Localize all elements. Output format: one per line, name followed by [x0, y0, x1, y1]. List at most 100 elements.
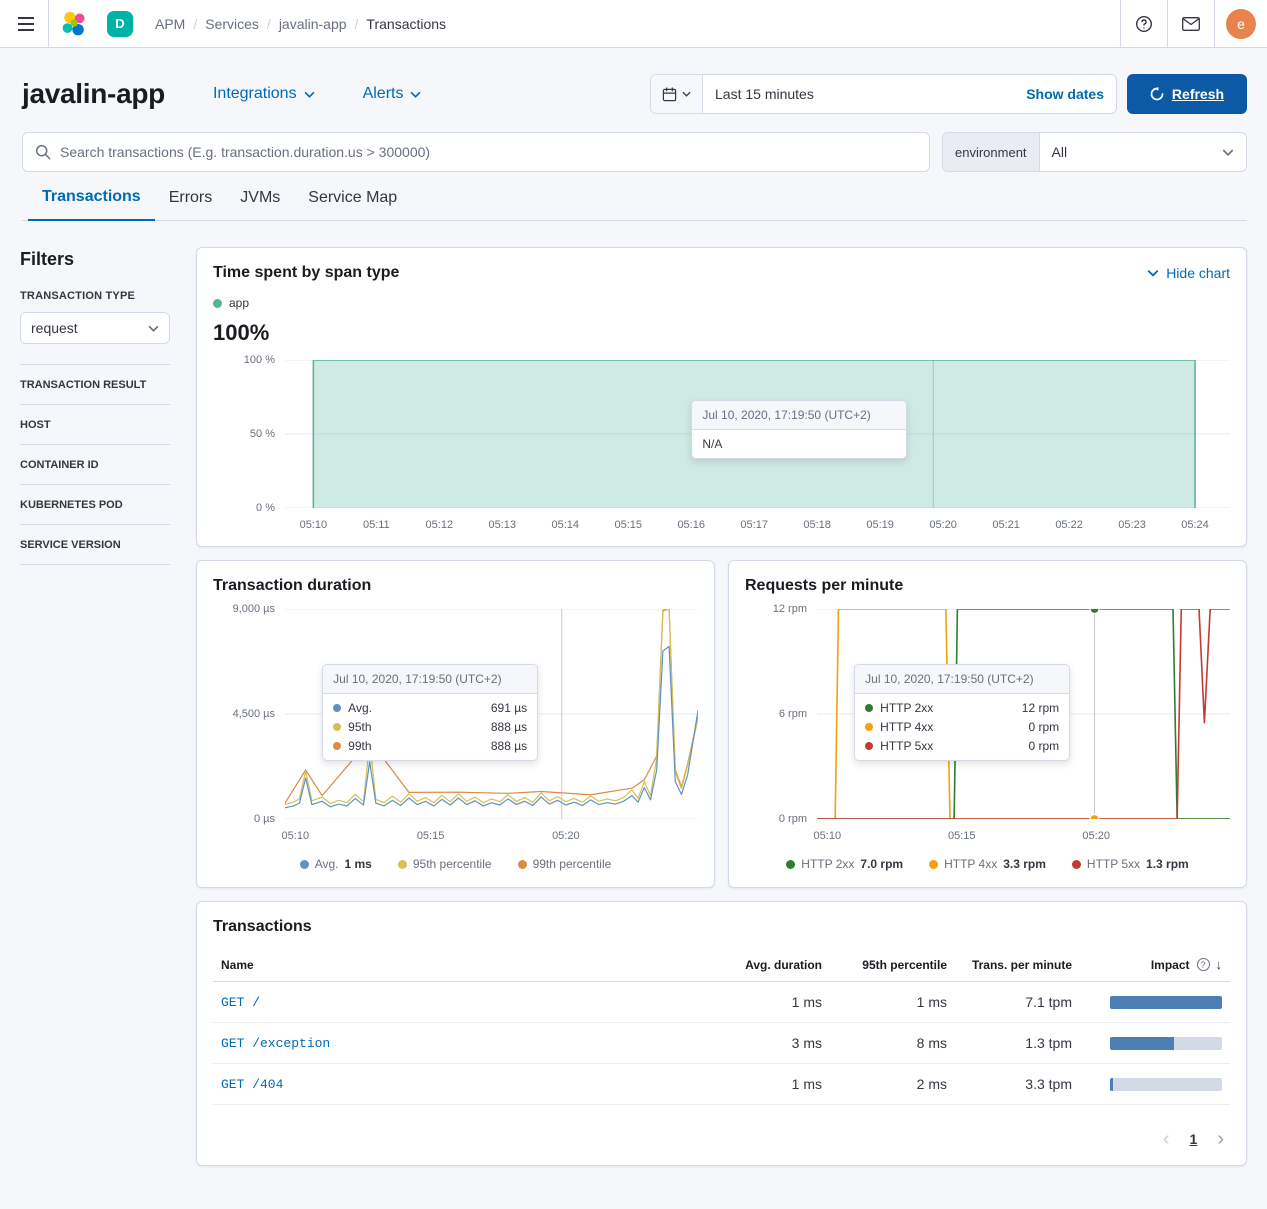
legend-dot	[213, 298, 222, 308]
legend-label: 99th percentile	[532, 857, 612, 871]
x-tick: 05:21	[992, 519, 1020, 531]
x-tick: 05:13	[488, 519, 517, 531]
tab-jvms[interactable]: JVMs	[226, 188, 294, 221]
legend-item[interactable]: HTTP 5xx 1.3 rpm	[1071, 857, 1189, 871]
duration-chart: 9,000 µs 4,500 µs 0 µs Jul 10, 2020, 17:19…	[213, 603, 698, 842]
breadcrumb-item[interactable]: APM	[155, 15, 186, 32]
chart-plot[interactable]: Jul 10, 2020, 17:19:50 (UTC+2) Avg. 691 µs…	[285, 609, 698, 819]
environment-label: environment	[943, 133, 1040, 171]
chart-plot[interactable]: Jul 10, 2020, 17:19:50 (UTC+2) HTTP 2xx 12…	[817, 609, 1230, 819]
table-header: Name Avg. duration 95th percentile Trans…	[213, 948, 1230, 982]
legend-item[interactable]: 99th percentile	[517, 857, 612, 871]
legend-item[interactable]: HTTP 4xx 3.3 rpm	[929, 857, 1046, 871]
legend-label: HTTP 4xx	[944, 857, 998, 871]
hide-chart-label: Hide chart	[1166, 265, 1230, 281]
x-tick: 05:10	[813, 830, 842, 842]
breadcrumb-item[interactable]: javalin-app	[278, 15, 347, 32]
x-tick: 05:22	[1055, 519, 1083, 531]
cell-avg: 1 ms	[791, 1076, 822, 1092]
tooltip-row: N/A	[702, 436, 723, 451]
y-tick: 6 rpm	[778, 708, 807, 720]
x-tick: 05:23	[1118, 519, 1146, 531]
user-avatar[interactable]: e	[1226, 8, 1256, 39]
tab-transactions[interactable]: Transactions	[28, 188, 155, 221]
environment-value: All	[1051, 144, 1068, 160]
legend-label: HTTP 2xx	[801, 857, 855, 871]
breadcrumb-item[interactable]: Services	[205, 15, 259, 32]
col-header-95th[interactable]: 95th percentile	[862, 957, 947, 972]
help-icon[interactable]	[1121, 0, 1167, 48]
elastic-logo[interactable]	[49, 11, 99, 37]
span-percent-value: 100%	[213, 320, 270, 345]
alerts-menu[interactable]: Alerts	[363, 85, 422, 103]
divider	[1214, 0, 1215, 48]
x-tick: 05:18	[803, 519, 831, 531]
environment-select[interactable]: environment All	[942, 132, 1247, 172]
transactions-table: Name Avg. duration 95th percentile Trans…	[213, 948, 1230, 1105]
hamburger-icon	[18, 16, 34, 31]
search-box	[22, 132, 930, 172]
transaction-link[interactable]: GET /404	[221, 1076, 284, 1092]
impact-cell	[1072, 1077, 1222, 1091]
newsfeed-icon[interactable]	[1168, 0, 1214, 48]
filter-section-transaction-result[interactable]: TRANSACTION RESULT	[20, 364, 170, 404]
transaction-link[interactable]: GET /exception	[221, 1035, 331, 1051]
transaction-link[interactable]: GET /	[221, 994, 261, 1010]
legend-item[interactable]: HTTP 2xx 7.0 rpm	[786, 857, 903, 871]
col-header-tpm[interactable]: Trans. per minute	[971, 957, 1072, 972]
envelope-icon	[1182, 16, 1200, 31]
impact-cell	[1072, 1036, 1222, 1050]
tooltip-row: HTTP 2xx 12 rpm	[865, 701, 1059, 715]
filter-section-kubernetes-pod[interactable]: KUBERNETES POD	[20, 484, 170, 524]
x-tick: 05:20	[1082, 830, 1110, 842]
integrations-label: Integrations	[212, 85, 297, 102]
chevron-down-icon	[148, 325, 159, 332]
transaction-type-select[interactable]: request	[20, 312, 170, 344]
legend-label: app	[229, 296, 250, 310]
page-number[interactable]: 1	[1189, 1131, 1198, 1147]
time-range-value[interactable]: Last 15 minutes	[703, 86, 1026, 102]
elastic-logo-icon	[62, 11, 85, 35]
x-tick: 05:20	[552, 830, 580, 842]
prev-page-button[interactable]: ‹	[1162, 1128, 1170, 1150]
show-dates-link[interactable]: Show dates	[1026, 86, 1104, 102]
chart-tooltip: Jul 10, 2020, 17:19:50 (UTC+2) Avg. 691 µs…	[322, 663, 539, 761]
integrations-menu[interactable]: Integrations	[213, 85, 315, 103]
tooltip-title: Jul 10, 2020, 17:19:50 (UTC+2)	[323, 664, 538, 694]
filter-section-container-id[interactable]: CONTAINER ID	[20, 444, 170, 484]
col-header-name[interactable]: Name	[221, 957, 254, 972]
divider	[1167, 0, 1168, 48]
menu-icon[interactable]	[4, 0, 48, 48]
x-axis: 05:10 05:11 05:12 05:13 05:14 05:15 05:16 05:17…	[285, 514, 1230, 531]
impact-bar	[1110, 1036, 1222, 1050]
alerts-label: Alerts	[362, 85, 404, 102]
legend-item[interactable]: app	[213, 296, 249, 310]
tab-service-map[interactable]: Service Map	[294, 188, 411, 221]
y-axis: 12 rpm 6 rpm 0 rpm	[745, 603, 807, 825]
col-header-avg-duration[interactable]: Avg. duration	[745, 957, 822, 972]
impact-bar	[1110, 995, 1222, 1009]
table-row: GET /404 1 ms 2 ms 3.3 tpm	[213, 1064, 1230, 1105]
col-header-impact[interactable]: Impact ? ↓	[1072, 957, 1222, 972]
quick-select-button[interactable]	[651, 75, 703, 113]
legend-item[interactable]: Avg. 1 ms	[299, 857, 372, 871]
panel-title: Transaction duration	[213, 577, 372, 594]
search-row: environment All	[0, 132, 1267, 172]
next-page-button[interactable]: ›	[1217, 1128, 1224, 1150]
legend-item[interactable]: 95th percentile	[397, 857, 492, 871]
panel-title: Transactions	[213, 918, 312, 935]
space-badge[interactable]: D	[107, 10, 133, 37]
y-axis: 100 % 50 % 0 %	[213, 354, 275, 514]
filter-section-host[interactable]: HOST	[20, 404, 170, 444]
span-type-panel: Time spent by span type Hide chart app 1…	[196, 247, 1247, 547]
search-input[interactable]	[60, 144, 917, 160]
y-tick: 12 rpm	[772, 603, 807, 615]
hide-chart-link[interactable]: Hide chart	[1147, 265, 1230, 281]
impact-bar	[1110, 1077, 1222, 1091]
table-row: GET /exception 3 ms 8 ms 1.3 tpm	[213, 1023, 1230, 1064]
tab-errors[interactable]: Errors	[155, 188, 227, 221]
refresh-button[interactable]: Refresh	[1127, 74, 1247, 114]
chart-plot[interactable]: Jul 10, 2020, 17:19:50 (UTC+2) N/A	[285, 360, 1230, 508]
chart-legend: HTTP 2xx 7.0 rpm HTTP 4xx 3.3 rpm HTTP 5xx 1.…	[745, 857, 1230, 871]
filter-section-service-version[interactable]: SERVICE VERSION	[20, 524, 170, 564]
